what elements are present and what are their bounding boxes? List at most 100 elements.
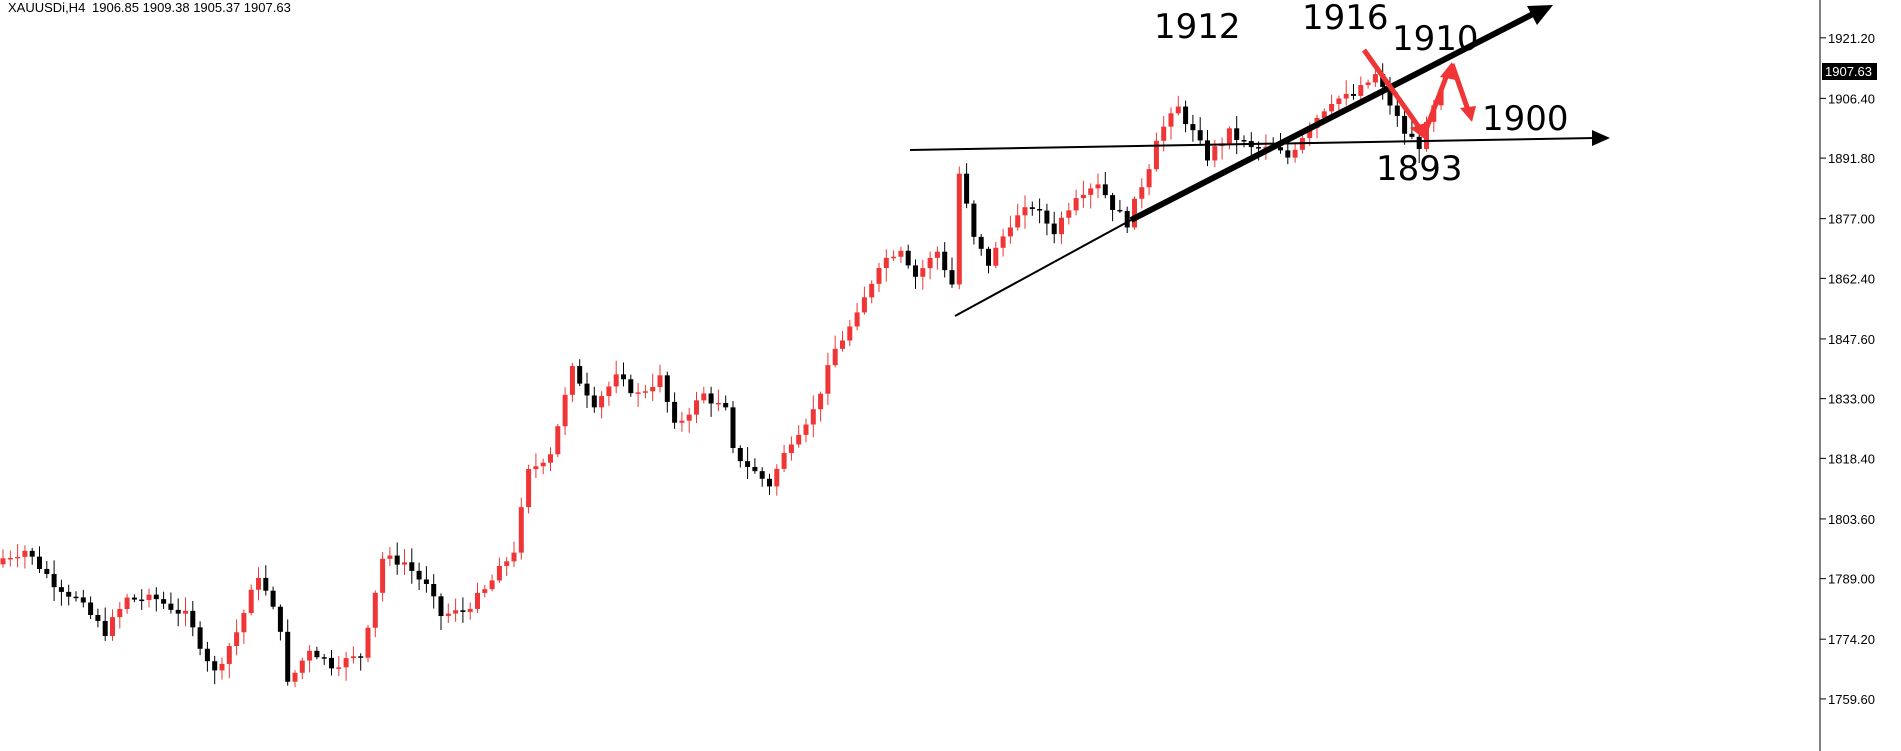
candle-body-up [701,393,707,401]
candle-body-down [314,650,320,658]
candle-body-down [197,627,203,649]
trendlines [909,5,1610,317]
candle-body-down [752,466,758,472]
candle-body-down [270,590,276,607]
candle-body-up [606,386,612,397]
candle-body-up [1358,85,1364,96]
candle-body-up [891,256,897,259]
candle-body-down [1190,124,1196,131]
candle-body-down [460,610,466,612]
candle-body-down [80,597,86,603]
y-tick-label: 1774.20 [1828,632,1875,647]
candle-body-up [343,658,349,668]
candle-body-up [993,247,999,266]
candle-body-up [1066,210,1072,218]
candle-body-down [767,478,772,487]
candle-body-up [350,656,356,659]
candle-body-down [971,203,977,237]
candle-body-down [139,599,145,602]
candle-body-down [44,568,50,574]
candle-body-down [1409,133,1415,137]
candle-body-up [511,552,517,562]
candle-body-up [234,632,240,647]
candle-body-up [402,562,407,565]
rising-trendline [1129,10,1537,223]
candle-body-up [15,556,21,559]
candle-body-down [277,606,283,632]
candle-body-up [686,414,692,421]
candle-body-up [22,550,28,557]
candle-body-down [263,577,269,591]
candle-body-down [942,251,948,271]
candle-body-up [1146,169,1152,188]
candle-body-up [482,589,488,593]
y-tick-label: 1921.20 [1828,31,1875,46]
candle-body-down [1124,210,1130,228]
candle-body-down [1241,140,1247,142]
candle-body-up [241,613,247,633]
annotation-1900: 1900 [1482,99,1569,139]
candle-body-up [810,409,816,425]
y-tick-label: 1759.60 [1828,692,1875,707]
candle-body-down [664,375,670,402]
candle-body-down [358,656,364,658]
candle-body-down [1037,209,1043,211]
candle-body-up [489,580,495,590]
down-arrow-to-1893 [1361,48,1424,132]
candle-body-down [438,596,444,617]
candle-body-down [95,614,101,621]
candle-body-down [1205,140,1210,161]
candle-body-up [548,454,553,463]
candle-body-down [723,402,729,408]
candle-body-up [694,400,699,415]
candle-body-up [518,507,524,553]
candle-body-up [496,565,502,581]
candle-body-up [453,610,459,614]
candle-body-up [1139,187,1145,199]
candle-body-up [803,424,809,435]
candle-body-down [88,602,94,615]
candlestick-series [0,63,1444,688]
candle-body-up [1059,217,1064,235]
candle-body-up [934,251,940,258]
candle-body-up [124,597,130,609]
candle-body-down [29,550,35,557]
annotation-1893: 1893 [1376,149,1463,189]
current-price-label: 1907.63 [1825,64,1872,79]
candle-body-up [679,420,685,423]
candle-body-down [431,583,437,597]
candle-body-up [1073,198,1079,211]
candle-body-up [774,468,780,487]
candle-body-up [818,393,824,410]
candle-body-down [204,648,210,662]
candle-body-down [73,596,79,599]
down-arrowhead-1900 [1460,106,1476,122]
candle-body-down [58,587,64,592]
candle-body-up [1088,188,1094,195]
candle-body-up [861,297,867,313]
candle-body-up [1365,82,1371,86]
down-arrow-to-1900 [1449,63,1471,111]
candle-body-up [365,627,371,658]
candle-body-down [672,401,678,423]
candle-body-up [0,558,6,565]
candle-body-up [380,558,386,593]
candle-body-up [1022,207,1028,216]
candle-body-down [577,366,583,384]
y-tick-label: 1906.40 [1828,91,1875,106]
candle-body-down [153,594,159,600]
y-tick-label: 1877.00 [1828,212,1875,227]
y-tick-label: 1818.40 [1828,451,1875,466]
annotation-1910: 1910 [1392,19,1479,59]
candle-body-up [562,394,568,427]
candle-body-up [569,366,575,395]
candle-body-down [1110,195,1116,210]
candle-body-up [307,650,313,661]
candle-body-down [51,573,57,588]
price-axis: 1921.20 1906.40 1891.80 1877.00 1862.40 1847.… [1820,31,1875,707]
candle-body-up [1329,103,1335,112]
candle-body-up [642,391,648,393]
candle-body-up [832,348,838,366]
candle-body-down [1044,210,1050,224]
candle-body-up [226,646,232,664]
